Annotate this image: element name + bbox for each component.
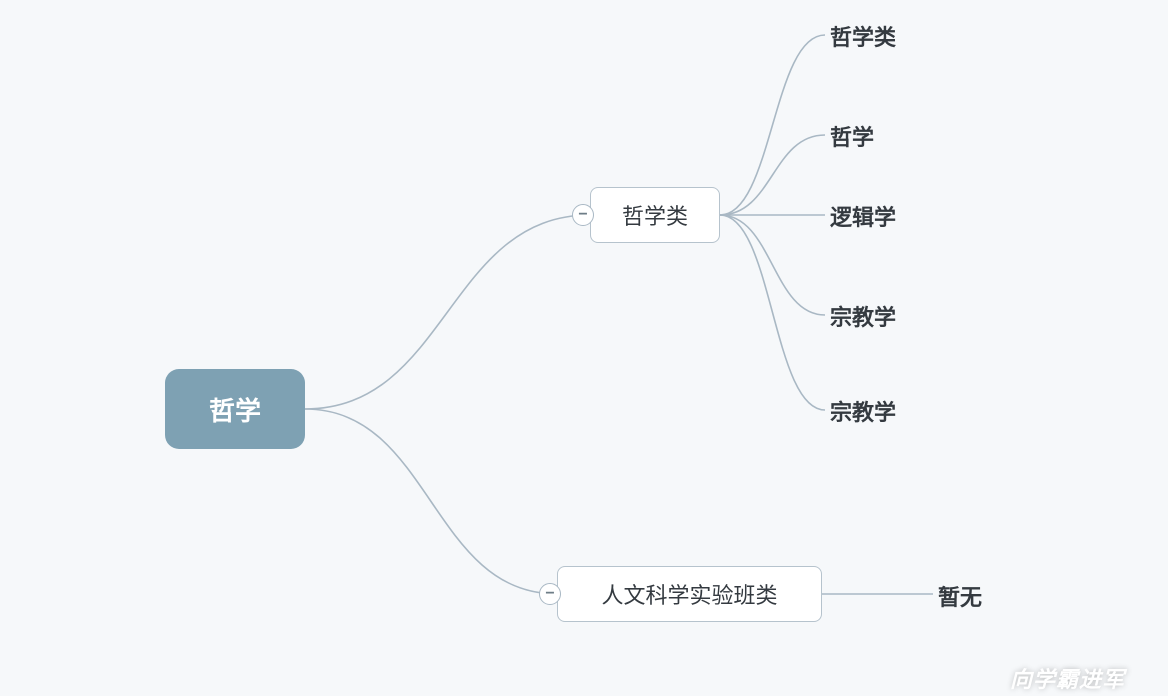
root-label: 哲学	[209, 391, 261, 428]
leaf-label: 哲学类	[830, 20, 896, 52]
leaf-node[interactable]: 暂无	[938, 580, 982, 612]
watermark: 向学霸进军	[1010, 662, 1125, 694]
branch-label: 哲学类	[622, 199, 688, 231]
leaf-label: 宗教学	[830, 395, 896, 427]
leaf-node[interactable]: 逻辑学	[830, 200, 896, 232]
leaf-label: 暂无	[938, 580, 982, 612]
leaf-node[interactable]: 宗教学	[830, 395, 896, 427]
minus-icon: −	[578, 206, 587, 224]
leaf-label: 哲学	[830, 120, 874, 152]
leaf-node[interactable]: 哲学类	[830, 20, 896, 52]
collapse-button[interactable]: −	[572, 204, 594, 226]
leaf-node[interactable]: 哲学	[830, 120, 874, 152]
branch-node-mid1[interactable]: 哲学类	[590, 187, 720, 243]
watermark-text: 向学霸进军	[1010, 667, 1125, 692]
root-node[interactable]: 哲学	[165, 369, 305, 449]
leaf-node[interactable]: 宗教学	[830, 300, 896, 332]
branch-node-mid2[interactable]: 人文科学实验班类	[557, 566, 822, 622]
minus-icon: −	[545, 585, 554, 603]
branch-label: 人文科学实验班类	[601, 578, 777, 610]
leaf-label: 宗教学	[830, 300, 896, 332]
mindmap-canvas: 哲学哲学类−哲学类哲学逻辑学宗教学宗教学人文科学实验班类−暂无向学霸进军	[0, 0, 1168, 696]
leaf-label: 逻辑学	[830, 200, 896, 232]
collapse-button[interactable]: −	[539, 583, 561, 605]
